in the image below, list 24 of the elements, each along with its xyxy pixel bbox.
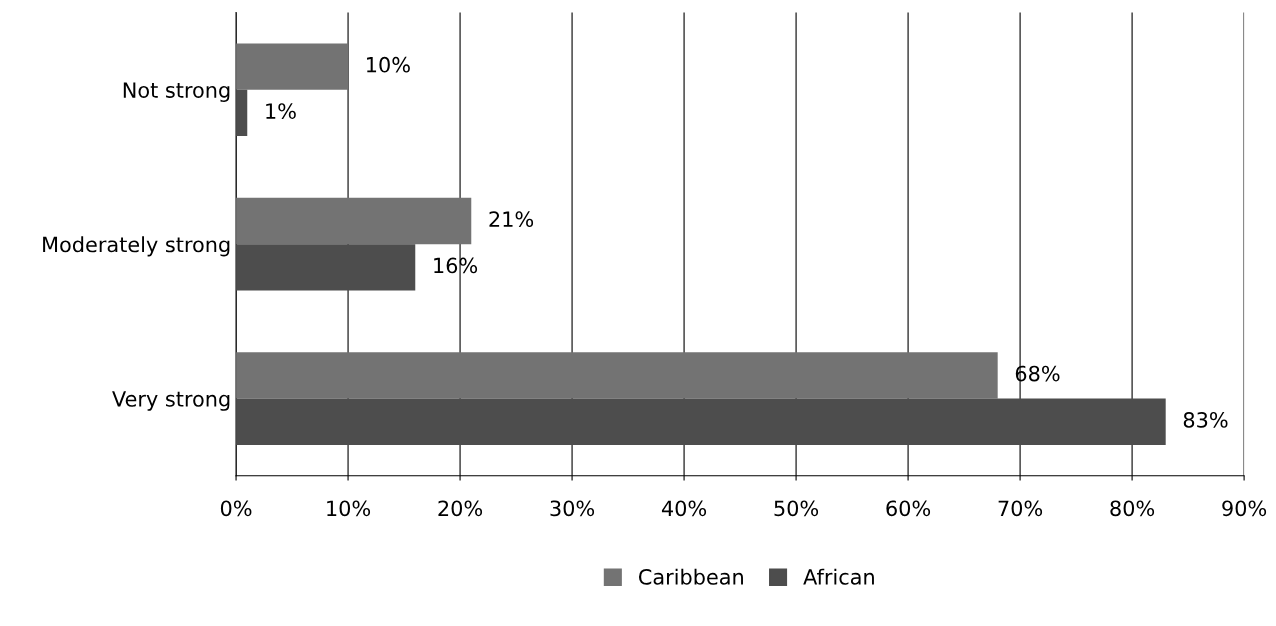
- data-label: 10%: [367, 56, 410, 73]
- bar: [236, 197, 472, 245]
- data-label: 21%: [489, 211, 534, 228]
- x-tick-label: 10%: [327, 500, 371, 517]
- x-tick-label: 0%: [220, 500, 252, 517]
- data-label: 1%: [266, 103, 296, 119]
- x-tick-label: 20%: [438, 500, 483, 517]
- data-label: 83%: [1183, 412, 1228, 428]
- y-tick-label: Moderately strong: [43, 236, 230, 257]
- x-tick-label: 40%: [661, 500, 707, 517]
- y-tick-label: Very strong: [112, 391, 230, 411]
- x-tick-label: 60%: [886, 500, 931, 517]
- bar: [236, 398, 1166, 445]
- legend-label: African: [803, 568, 874, 585]
- x-tick-label: 70%: [998, 500, 1043, 517]
- bar: [236, 43, 349, 90]
- bar: [236, 244, 416, 291]
- bar: [236, 352, 998, 399]
- x-tick-label: 90%: [1222, 500, 1267, 517]
- x-tick-label: 80%: [1110, 500, 1155, 517]
- legend-label: Caribbean: [638, 568, 743, 585]
- x-tick-label: 30%: [550, 500, 595, 517]
- y-tick-label: Not strong: [123, 82, 230, 102]
- x-tick-label: 50%: [774, 500, 819, 517]
